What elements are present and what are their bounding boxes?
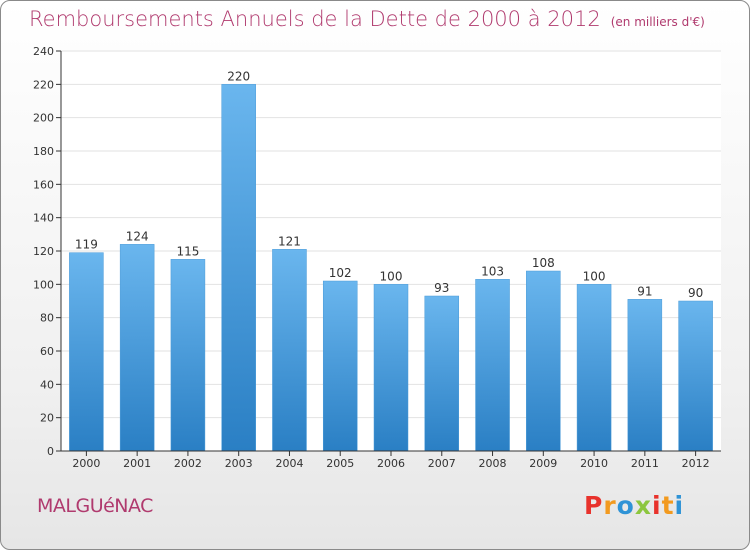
x-tick-label: 2007 <box>428 457 456 470</box>
logo-letter: o <box>616 491 635 520</box>
y-tick-label: 80 <box>40 312 54 325</box>
data-label: 108 <box>532 256 555 270</box>
y-tick-label: 200 <box>33 112 54 125</box>
data-label: 103 <box>481 264 504 278</box>
logo-letter: x <box>634 491 652 520</box>
y-tick-label: 180 <box>33 145 54 158</box>
y-tick-label: 220 <box>33 78 54 91</box>
x-tick-label: 2004 <box>275 457 303 470</box>
data-label: 124 <box>126 229 149 243</box>
bar <box>526 270 561 452</box>
data-label: 90 <box>688 286 703 300</box>
x-tick-label: 2000 <box>72 457 100 470</box>
data-label: 91 <box>637 284 652 298</box>
data-label: 100 <box>380 269 403 283</box>
y-tick-label: 40 <box>40 378 54 391</box>
data-label: 102 <box>329 266 352 280</box>
bar <box>119 244 155 452</box>
bar <box>221 84 256 452</box>
logo-letter: r <box>603 491 617 520</box>
bar <box>272 249 307 452</box>
logo-letter: i <box>674 491 685 520</box>
commune-name: MALGUéNAC <box>37 495 153 517</box>
data-label: 93 <box>434 281 449 295</box>
x-tick-label: 2006 <box>377 457 405 470</box>
bar <box>424 295 460 452</box>
y-tick-label: 140 <box>33 212 54 225</box>
bar <box>475 279 510 452</box>
y-tick-label: 120 <box>33 245 54 258</box>
x-tick-label: 2003 <box>225 457 253 470</box>
bar <box>170 259 206 452</box>
chart-title: Remboursements Annuels de la Dette de 20… <box>29 7 705 31</box>
bar <box>627 299 663 452</box>
data-label: 100 <box>583 269 606 283</box>
bar <box>373 284 409 452</box>
bar <box>678 300 713 452</box>
y-tick-label: 20 <box>40 412 54 425</box>
bar <box>576 284 612 452</box>
y-tick-label: 60 <box>40 345 54 358</box>
data-label: 220 <box>227 69 250 83</box>
x-tick-label: 2009 <box>529 457 557 470</box>
y-tick-label: 240 <box>33 45 54 58</box>
x-tick-label: 2010 <box>580 457 608 470</box>
y-tick-label: 100 <box>33 278 54 291</box>
y-tick-label: 0 <box>47 445 54 458</box>
x-tick-label: 2008 <box>479 457 507 470</box>
y-tick-label: 160 <box>33 178 54 191</box>
data-label: 115 <box>176 244 199 258</box>
x-tick-label: 2005 <box>326 457 354 470</box>
logo-letter: i <box>652 491 662 520</box>
data-label: 121 <box>278 234 301 248</box>
chart-title-text: Remboursements Annuels de la Dette de 20… <box>29 7 601 31</box>
x-tick-label: 2002 <box>174 457 202 470</box>
logo-letter: P <box>584 491 604 520</box>
data-label: 119 <box>75 238 98 252</box>
bar <box>69 252 104 452</box>
bar <box>322 280 358 452</box>
proxiti-logo: Proxiti <box>584 491 684 520</box>
x-tick-label: 2001 <box>123 457 151 470</box>
logo-letter: t <box>661 491 675 520</box>
x-tick-label: 2011 <box>631 457 659 470</box>
x-tick-label: 2012 <box>682 457 710 470</box>
chart-unit: (en milliers d'€) <box>610 15 705 29</box>
